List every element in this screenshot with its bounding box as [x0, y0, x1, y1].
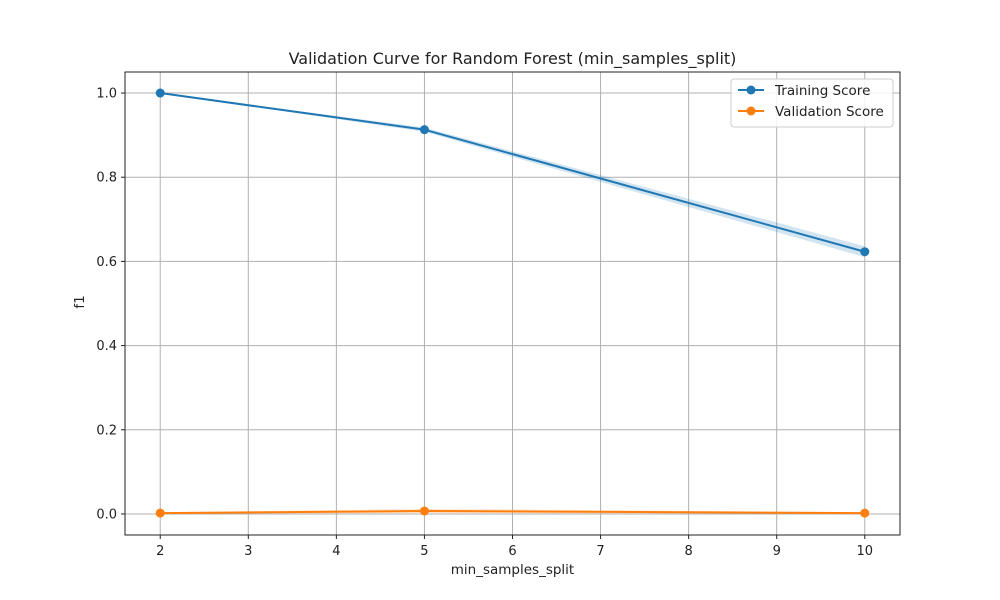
x-tick-label: 8	[684, 544, 692, 559]
training-score-point	[860, 247, 870, 257]
y-tick-label: 0.2	[96, 423, 117, 438]
grid-lines	[125, 72, 900, 535]
training-score-point	[155, 88, 165, 98]
x-tick-label: 4	[332, 544, 340, 559]
y-tick-label: 0.6	[96, 255, 117, 270]
axis-ticks: 2 3 4 5 6 7 8 9 10 0.0 0.2 0.4 0.6 0.8 1.0	[96, 87, 873, 559]
y-tick-label: 1.0	[96, 87, 117, 102]
validation-score-point	[419, 506, 429, 516]
legend-label-validation: Validation Score	[775, 104, 884, 120]
x-tick-label: 2	[156, 544, 164, 559]
series-markers	[155, 88, 870, 518]
x-tick-label: 3	[244, 544, 252, 559]
legend-box	[730, 78, 894, 128]
x-tick-label: 7	[596, 544, 604, 559]
y-tick-label: 0.4	[96, 339, 117, 354]
y-tick-label: 0.8	[96, 171, 117, 186]
x-tick-label: 9	[773, 544, 781, 559]
validation-score-point	[155, 508, 165, 518]
x-tick-label: 6	[508, 544, 516, 559]
x-axis-label: min_samples_split	[451, 562, 574, 578]
x-tick-label: 5	[420, 544, 428, 559]
chart-title: Validation Curve for Random Forest (min_…	[289, 49, 737, 69]
training-score-point	[419, 125, 429, 135]
legend-label-training: Training Score	[774, 83, 870, 99]
validation-score-point	[860, 508, 870, 518]
y-axis-label: f1	[72, 295, 88, 308]
legend: Training Score Validation Score	[730, 78, 894, 128]
legend-marker-training	[746, 85, 756, 95]
x-tick-label: 10	[856, 544, 873, 559]
legend-marker-validation	[746, 106, 756, 116]
y-tick-label: 0.0	[96, 507, 117, 522]
